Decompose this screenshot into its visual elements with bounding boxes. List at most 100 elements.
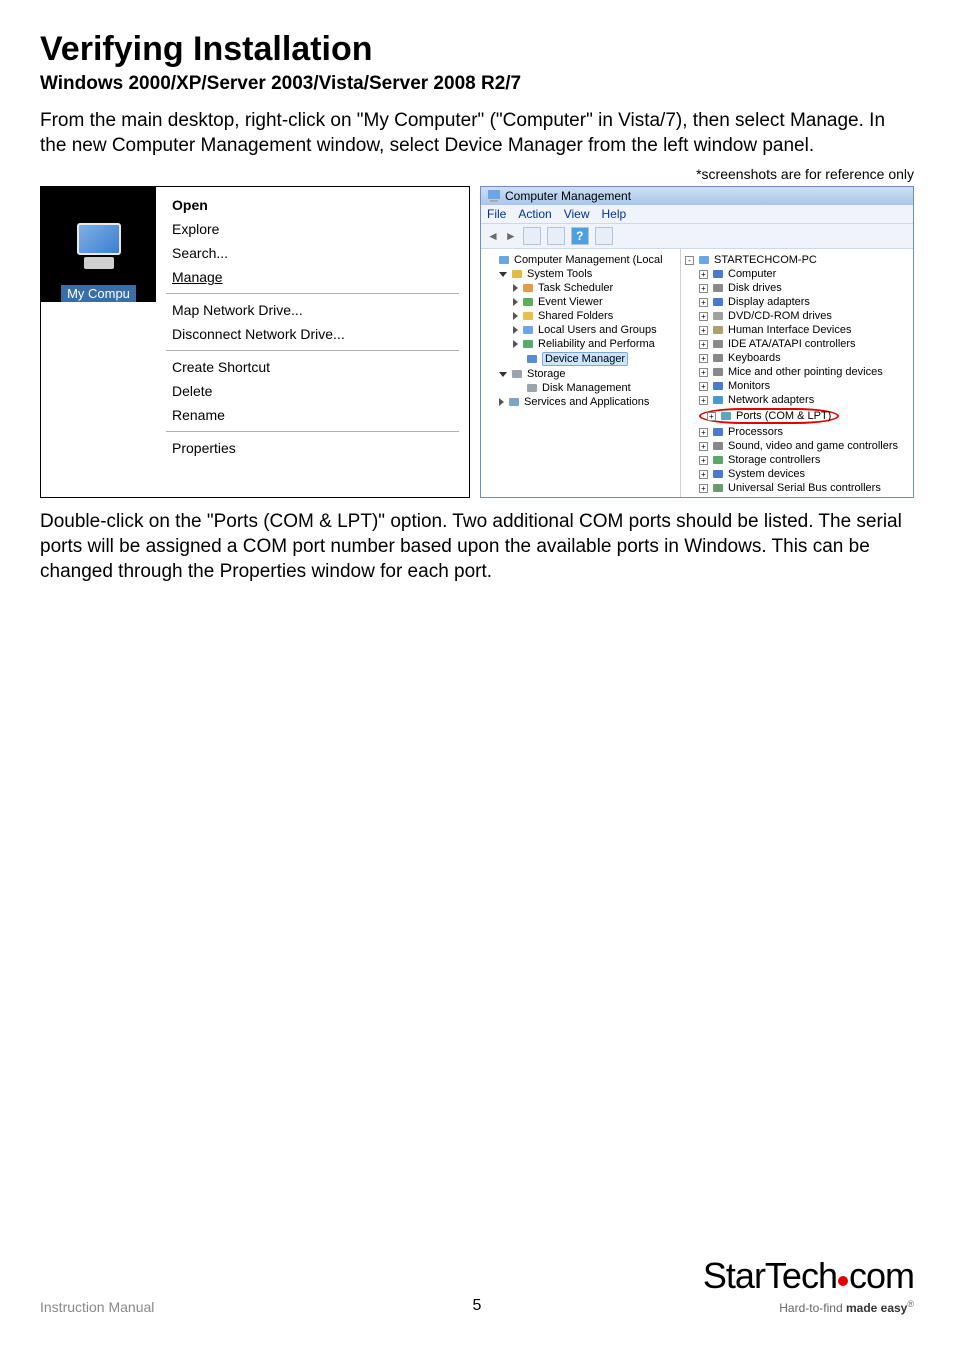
tree-item[interactable]: + Ports (COM & LPT) xyxy=(683,407,911,425)
tree-icon xyxy=(522,338,534,350)
menu-help[interactable]: Help xyxy=(602,207,627,221)
tree-item[interactable]: +Sound, video and game controllers xyxy=(683,439,911,453)
expand-icon[interactable] xyxy=(513,340,518,348)
tree-item[interactable]: Services and Applications xyxy=(483,395,678,409)
right-tree-panel: -STARTECHCOM-PC+Computer+Disk drives+Dis… xyxy=(681,249,913,497)
expand-icon[interactable]: + xyxy=(699,428,708,437)
tree-label: Processors xyxy=(728,426,783,438)
tree-item[interactable]: Storage xyxy=(483,367,678,381)
expand-icon[interactable] xyxy=(513,298,518,306)
my-computer-icon xyxy=(71,223,127,279)
expand-icon[interactable]: + xyxy=(699,340,708,349)
logo: StarTechcom Hard-to-find made easy® xyxy=(703,1255,914,1315)
tree-label: IDE ATA/ATAPI controllers xyxy=(728,338,856,350)
expand-icon[interactable]: + xyxy=(699,312,708,321)
menu-separator xyxy=(166,350,459,351)
expand-icon[interactable]: + xyxy=(699,270,708,279)
tree-item[interactable]: Local Users and Groups xyxy=(483,323,678,337)
context-menu-item[interactable]: Rename xyxy=(156,403,469,427)
expand-icon[interactable]: + xyxy=(699,298,708,307)
context-menu-item[interactable]: Explore xyxy=(156,217,469,241)
tree-label: Disk drives xyxy=(728,282,782,294)
toolbar-button-3[interactable] xyxy=(595,227,613,245)
expand-icon[interactable]: + xyxy=(699,470,708,479)
tree-item[interactable]: +Storage controllers xyxy=(683,453,911,467)
expand-icon[interactable]: + xyxy=(707,412,716,421)
context-menu-item[interactable]: Disconnect Network Drive... xyxy=(156,322,469,346)
expand-icon[interactable]: + xyxy=(699,442,708,451)
page-title: Verifying Installation xyxy=(40,30,914,69)
tree-icon xyxy=(720,410,732,422)
tree-icon xyxy=(511,268,523,280)
tree-label: Universal Serial Bus controllers xyxy=(728,482,881,494)
tree-label: STARTECHCOM-PC xyxy=(714,254,817,266)
collapse-icon[interactable] xyxy=(499,372,507,377)
tree-item[interactable]: Task Scheduler xyxy=(483,281,678,295)
footer-label: Instruction Manual xyxy=(40,1299,154,1315)
tree-item[interactable]: Event Viewer xyxy=(483,295,678,309)
toolbar-button-2[interactable] xyxy=(547,227,565,245)
tree-item[interactable]: + IDE ATA/ATAPI controllers xyxy=(683,337,911,351)
tree-item[interactable]: - STARTECHCOM-PC xyxy=(683,253,911,267)
tagline-bold: made easy xyxy=(846,1301,907,1315)
tree-item[interactable]: Device Manager xyxy=(483,351,678,367)
menu-file[interactable]: File xyxy=(487,207,506,221)
tree-item[interactable]: +Mice and other pointing devices xyxy=(683,365,911,379)
tree-item[interactable]: Computer Management (Local xyxy=(483,253,678,267)
tree-label: Display adapters xyxy=(728,296,810,308)
context-menu: OpenExploreSearch...Manage Map Network Dr… xyxy=(156,187,469,466)
tree-label: Ports (COM & LPT) xyxy=(736,410,831,422)
help-icon[interactable]: ? xyxy=(571,227,589,245)
context-menu-item[interactable]: Delete xyxy=(156,379,469,403)
tree-item[interactable]: + Disk drives xyxy=(683,281,911,295)
collapse-icon[interactable] xyxy=(499,272,507,277)
tree-item[interactable]: + Human Interface Devices xyxy=(683,323,911,337)
context-menu-item[interactable]: Create Shortcut xyxy=(156,355,469,379)
tree-label: System Tools xyxy=(527,268,592,280)
expand-icon[interactable]: + xyxy=(699,396,708,405)
expand-icon[interactable] xyxy=(499,398,504,406)
forward-icon[interactable]: ► xyxy=(505,229,517,243)
tree-item[interactable]: +Computer xyxy=(683,267,911,281)
expand-icon[interactable] xyxy=(513,284,518,292)
tree-item[interactable]: +DVD/CD-ROM drives xyxy=(683,309,911,323)
tree-item[interactable]: + Display adapters xyxy=(683,295,911,309)
tree-label: System devices xyxy=(728,468,805,480)
tree-item[interactable]: + Network adapters xyxy=(683,393,911,407)
collapse-icon[interactable]: - xyxy=(685,256,694,265)
tree-item[interactable]: + System devices xyxy=(683,467,911,481)
expand-icon[interactable]: + xyxy=(699,284,708,293)
tree-label: Human Interface Devices xyxy=(728,324,852,336)
tree-icon xyxy=(712,468,724,480)
context-menu-item[interactable]: Search... xyxy=(156,241,469,265)
tree-item[interactable]: +Keyboards xyxy=(683,351,911,365)
expand-icon[interactable]: + xyxy=(699,456,708,465)
context-menu-item[interactable]: Open xyxy=(156,193,469,217)
tree-item[interactable]: + Processors xyxy=(683,425,911,439)
expand-icon[interactable] xyxy=(513,326,518,334)
tree-item[interactable]: Reliability and Performa xyxy=(483,337,678,351)
tree-label: Network adapters xyxy=(728,394,814,406)
menu-view[interactable]: View xyxy=(564,207,590,221)
expand-icon[interactable]: + xyxy=(699,382,708,391)
menu-action[interactable]: Action xyxy=(518,207,551,221)
context-menu-item[interactable]: Properties xyxy=(156,436,469,460)
expand-icon[interactable]: + xyxy=(699,326,708,335)
tree-item[interactable]: + Universal Serial Bus controllers xyxy=(683,481,911,495)
tree-icon xyxy=(511,368,523,380)
tree-label: Computer Management (Local xyxy=(514,254,663,266)
tree-item[interactable]: Shared Folders xyxy=(483,309,678,323)
expand-icon[interactable] xyxy=(513,312,518,320)
context-menu-item[interactable]: Map Network Drive... xyxy=(156,298,469,322)
toolbar-button-1[interactable] xyxy=(523,227,541,245)
expand-icon[interactable]: + xyxy=(699,354,708,363)
window-menubar: File Action View Help xyxy=(481,205,913,223)
reference-note: *screenshots are for reference only xyxy=(40,166,914,182)
context-menu-item[interactable]: Manage xyxy=(156,265,469,289)
back-icon[interactable]: ◄ xyxy=(487,229,499,243)
expand-icon[interactable]: + xyxy=(699,368,708,377)
expand-icon[interactable]: + xyxy=(699,484,708,493)
tree-item[interactable]: System Tools xyxy=(483,267,678,281)
tree-item[interactable]: +Monitors xyxy=(683,379,911,393)
tree-item[interactable]: Disk Management xyxy=(483,381,678,395)
